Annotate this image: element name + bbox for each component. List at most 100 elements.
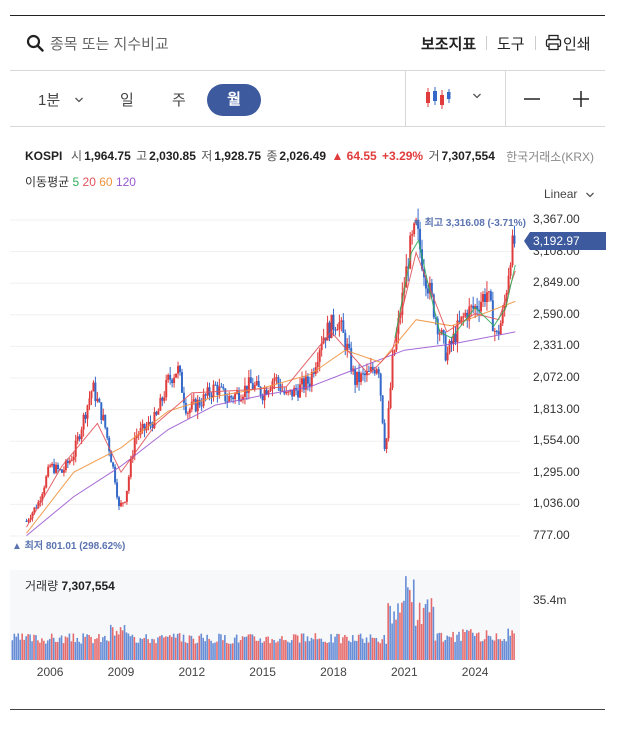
zoom-out-icon[interactable] [522,89,542,109]
indicators-button[interactable]: 보조지표 [421,36,477,53]
volume-bar [48,638,51,660]
volume-bar [190,635,193,660]
candle-body [147,421,150,427]
candle-body [480,301,483,312]
candle-body [295,387,298,391]
scale-selector[interactable]: Linear [544,187,595,201]
candle-body [346,343,349,351]
candle-body [460,316,463,323]
divider [405,71,406,126]
volume-bar [471,632,474,660]
volume-bar [355,640,358,660]
candle-body [385,438,388,450]
candle-body [405,266,408,288]
print-icon[interactable] [545,34,562,51]
candle-body [304,376,307,390]
chevron-down-icon[interactable] [74,95,84,105]
candle-body [361,373,364,375]
volume-bar [129,636,132,660]
high-label: 고 [136,149,148,163]
candle-body [434,317,437,319]
volume-bar [224,635,226,660]
candlestick-icon[interactable] [425,85,451,111]
bottom-border [10,709,605,710]
candle-body [509,265,512,276]
volume-bar [420,624,423,660]
volume-bar [308,641,311,660]
volume-bar [58,637,61,660]
tab-day[interactable]: 일 [120,92,134,109]
candle-body [76,436,79,441]
exchange-label: 한국거래소(KRX) [506,150,594,164]
volume-bar [226,642,228,660]
candle-body [161,397,164,401]
volume-bar [348,640,350,660]
volume-bar [485,630,488,660]
search-input[interactable]: 종목 또는 지수비교 [50,36,169,53]
volume-bar [50,633,53,660]
volume-bar [353,640,356,660]
print-button[interactable]: 인쇄 [563,36,591,53]
volume-value: 7,307,554 [61,579,115,593]
candle-body [472,305,475,309]
candle-body [299,384,302,398]
candle-body [159,397,162,411]
tab-week[interactable]: 주 [172,92,186,109]
volume-bar [245,636,248,660]
candle-body [470,305,473,307]
candle-body [354,368,357,385]
moving-average-legend[interactable]: 이동평균 5 20 60 120 [25,173,136,190]
volume-bar [438,632,441,660]
volume-bar [143,638,145,660]
volume-bar [149,642,151,660]
candle-body [293,387,296,397]
candle-body [474,305,477,309]
toolbar-divider-line [10,70,605,71]
volume-bar [365,637,368,660]
volume-bar [287,641,289,660]
candle-body [238,391,241,402]
candle-body [397,318,400,335]
candle-body [507,275,510,293]
volume-bar [204,641,206,660]
volume-bar [283,640,285,660]
volume-bar [275,642,277,660]
tab-month[interactable]: 월 [207,84,261,116]
zoom-in-icon[interactable] [571,89,591,109]
x-tick-label: 2006 [36,665,64,679]
candle-body [31,512,34,519]
candle-body [153,412,156,428]
y-tick-label: 2,331.00 [533,338,580,353]
candle-body [387,408,390,439]
candle-body [344,332,347,351]
volume-bar [66,637,69,660]
candle-body [198,399,201,406]
chevron-down-icon[interactable] [472,91,482,101]
volume-bar [176,633,179,660]
volume-bar [371,637,374,660]
open-label: 시 [71,149,83,163]
volume-bar [151,638,153,660]
volume-bar [403,600,405,660]
candle-body [131,455,134,459]
volume-bar [241,636,244,660]
candle-body [57,464,60,469]
volume-bar [117,634,120,660]
candle-body [328,322,331,339]
volume-bar [464,632,466,660]
volume-bar [60,635,63,660]
candle-body [139,428,142,435]
volume-bar [328,642,330,660]
volume-bar [269,643,271,660]
volume-bar [487,635,490,660]
volume-bar [369,634,372,660]
candle-body [92,382,95,392]
tab-minute[interactable]: 1분 [38,92,61,109]
volume-bar [318,638,321,660]
volume-bar [178,633,181,660]
tools-button[interactable]: 도구 [497,36,525,53]
search-icon[interactable] [26,34,44,52]
volume-bar [229,643,232,660]
candle-body [108,437,111,452]
candle-body [330,314,333,339]
